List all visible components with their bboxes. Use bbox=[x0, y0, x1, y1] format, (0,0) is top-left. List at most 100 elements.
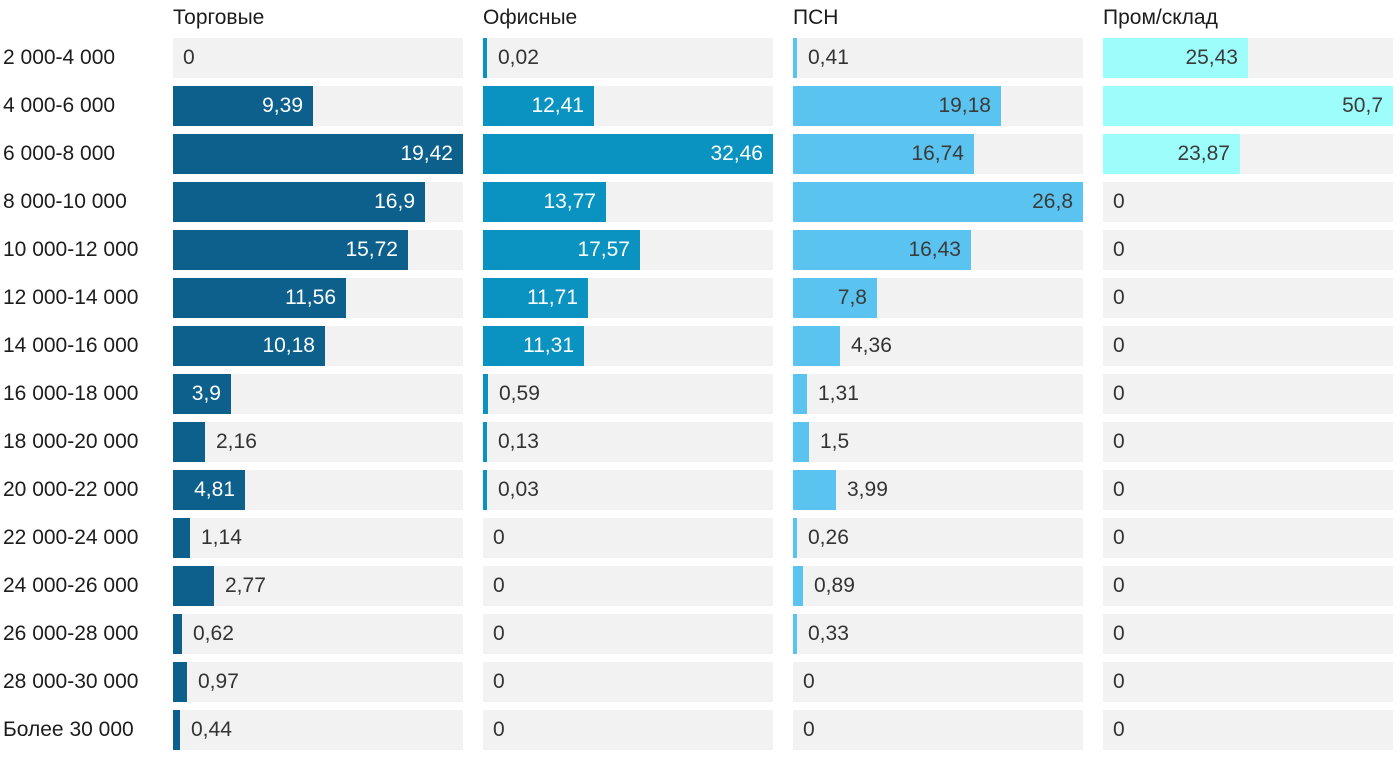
bar-value-label: 0 bbox=[1113, 382, 1125, 405]
bar-track: 32,46 bbox=[483, 134, 773, 174]
bar bbox=[483, 278, 588, 318]
bar bbox=[173, 230, 408, 270]
bar-value-label: 0 bbox=[1113, 670, 1125, 693]
bar-value-label: 1,14 bbox=[201, 526, 242, 549]
bar-value-label: 11,71 bbox=[527, 286, 578, 309]
bar-track: 0 bbox=[1103, 230, 1393, 270]
chart-row: 4 000-6 000 9,39 12,41 19,18 50,7 bbox=[0, 86, 1393, 126]
bar-value-label: 4,36 bbox=[851, 334, 892, 357]
bar-value-label: 0 bbox=[493, 670, 505, 693]
bar-track: 3,99 bbox=[793, 470, 1083, 510]
bar-value-label: 0 bbox=[803, 670, 815, 693]
bar bbox=[483, 422, 487, 462]
bar-track: 1,5 bbox=[793, 422, 1083, 462]
bar-value-label: 3,99 bbox=[847, 478, 888, 501]
bar bbox=[483, 326, 584, 366]
bar-value-label: 0 bbox=[1113, 238, 1125, 261]
bar-track: 9,39 bbox=[173, 86, 463, 126]
bar bbox=[793, 374, 807, 414]
bar bbox=[793, 566, 803, 606]
bar-value-label: 19,18 bbox=[938, 94, 991, 117]
bar-track: 0 bbox=[483, 518, 773, 558]
bar bbox=[793, 614, 797, 654]
bar-value-label: 0,02 bbox=[498, 46, 539, 69]
bar-value-label: 11,31 bbox=[523, 334, 574, 357]
bar bbox=[793, 230, 971, 270]
bar-track: 0 bbox=[483, 710, 773, 750]
bar-value-label: 26,8 bbox=[1032, 190, 1073, 213]
bar bbox=[173, 518, 190, 558]
bar-value-label: 0,26 bbox=[808, 526, 849, 549]
bar bbox=[793, 422, 809, 462]
bar-track: 19,42 bbox=[173, 134, 463, 174]
corner-spacer bbox=[0, 5, 153, 38]
bar-value-label: 0,41 bbox=[808, 46, 849, 69]
bar-track: 0,41 bbox=[793, 38, 1083, 78]
bar-value-label: 1,5 bbox=[820, 430, 850, 453]
bar-track: 0 bbox=[1103, 518, 1393, 558]
bar-value-label: 0,97 bbox=[198, 670, 239, 693]
bar-track: 0 bbox=[483, 662, 773, 702]
bar-track: 0,03 bbox=[483, 470, 773, 510]
bar-track: 0,13 bbox=[483, 422, 773, 462]
bar-track: 0,89 bbox=[793, 566, 1083, 606]
column-header-ofisnye: Офисные bbox=[483, 6, 578, 29]
chart-row: 8 000-10 000 16,9 13,77 26,8 0 bbox=[0, 182, 1393, 222]
bar-track: 0 bbox=[1103, 422, 1393, 462]
bar bbox=[793, 86, 1001, 126]
bar-value-label: 0 bbox=[1113, 526, 1125, 549]
bar-value-label: 0 bbox=[493, 718, 505, 741]
category-label: 20 000-22 000 bbox=[3, 478, 139, 501]
column-headers: Торговые Офисные ПСН Пром/склад bbox=[0, 5, 1393, 38]
bar-value-label: 0,13 bbox=[498, 430, 539, 453]
bar bbox=[793, 518, 797, 558]
bar bbox=[483, 86, 594, 126]
bar-track: 3,9 bbox=[173, 374, 463, 414]
category-label: 22 000-24 000 bbox=[3, 526, 139, 549]
bar-value-label: 0 bbox=[1113, 334, 1125, 357]
bar-track: 0 bbox=[483, 614, 773, 654]
category-label: 8 000-10 000 bbox=[3, 190, 127, 213]
bar-track: 17,57 bbox=[483, 230, 773, 270]
bar-value-label: 23,87 bbox=[1177, 142, 1230, 165]
chart-row: 20 000-22 000 4,81 0,03 3,99 0 bbox=[0, 470, 1393, 510]
bar bbox=[173, 566, 214, 606]
bar-track: 11,56 bbox=[173, 278, 463, 318]
category-label: 6 000-8 000 bbox=[3, 142, 116, 165]
bar-value-label: 25,43 bbox=[1185, 46, 1238, 69]
bar bbox=[483, 38, 487, 78]
bar-value-label: 0,03 bbox=[498, 478, 539, 501]
chart-row: 2 000-4 000 0 0,02 0,41 25,43 bbox=[0, 38, 1393, 78]
bar-track: 0,02 bbox=[483, 38, 773, 78]
bar-value-label: 0 bbox=[1113, 190, 1125, 213]
bar-track: 4,81 bbox=[173, 470, 463, 510]
chart-row: 14 000-16 000 10,18 11,31 4,36 0 bbox=[0, 326, 1393, 366]
bar-track: 11,31 bbox=[483, 326, 773, 366]
bar-track: 19,18 bbox=[793, 86, 1083, 126]
bar-value-label: 0 bbox=[493, 622, 505, 645]
bar-track: 7,8 bbox=[793, 278, 1083, 318]
category-label: 14 000-16 000 bbox=[3, 334, 139, 357]
bar-track: 0 bbox=[1103, 662, 1393, 702]
chart-rows: 2 000-4 000 0 0,02 0,41 25,43 4 000-6 000 9,39… bbox=[0, 38, 1393, 750]
bar bbox=[793, 182, 1083, 222]
bar-track: 23,87 bbox=[1103, 134, 1393, 174]
bar bbox=[173, 662, 187, 702]
bar bbox=[793, 470, 836, 510]
bar-track: 12,41 bbox=[483, 86, 773, 126]
bar-track: 50,7 bbox=[1103, 86, 1393, 126]
bar bbox=[173, 278, 346, 318]
bar-track: 0,26 bbox=[793, 518, 1083, 558]
bar bbox=[173, 182, 425, 222]
bar-track: 16,43 bbox=[793, 230, 1083, 270]
bar-value-label: 0,33 bbox=[808, 622, 849, 645]
bar-value-label: 0 bbox=[183, 46, 195, 69]
bar-track: 0 bbox=[1103, 614, 1393, 654]
bar-value-label: 2,77 bbox=[225, 574, 266, 597]
bar bbox=[173, 470, 245, 510]
bar-value-label: 19,42 bbox=[400, 142, 453, 165]
bar-track: 0 bbox=[1103, 326, 1393, 366]
bar bbox=[483, 230, 640, 270]
bar bbox=[483, 182, 606, 222]
bar-value-label: 0 bbox=[1113, 430, 1125, 453]
